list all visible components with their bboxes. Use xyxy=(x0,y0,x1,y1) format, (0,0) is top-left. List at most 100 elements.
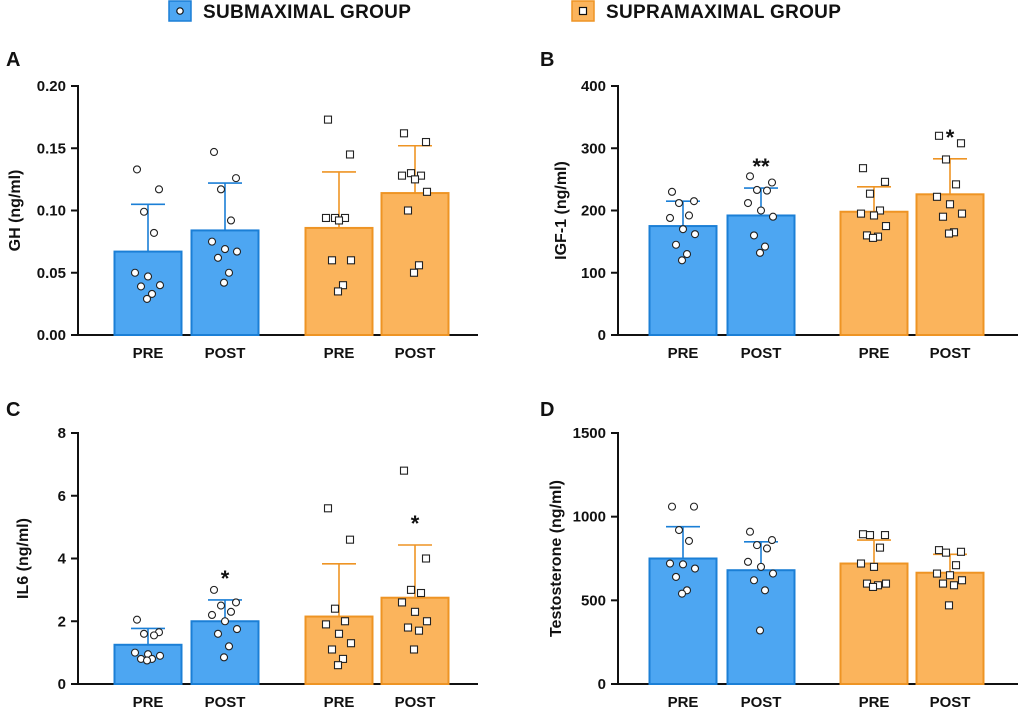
data-point-square xyxy=(421,554,431,563)
data-point-circle xyxy=(755,626,765,635)
data-point-circle xyxy=(142,656,152,665)
data-point-circle xyxy=(136,282,146,291)
data-point-circle xyxy=(665,559,675,568)
data-point-circle xyxy=(216,601,226,610)
data-point-square xyxy=(868,233,878,242)
legend-square-marker-icon xyxy=(578,6,588,16)
data-point-square xyxy=(334,216,344,225)
legend-circle-marker-icon xyxy=(176,7,184,15)
data-point-circle xyxy=(671,240,681,249)
data-point-circle xyxy=(756,206,766,215)
y-tick-label: 0.15 xyxy=(37,140,66,157)
data-point-circle xyxy=(745,172,755,181)
y-tick-label: 0 xyxy=(58,676,66,693)
data-point-circle xyxy=(762,544,772,553)
data-point-circle xyxy=(768,569,778,578)
data-point-circle xyxy=(665,213,675,223)
data-point-square xyxy=(941,155,951,164)
data-point-circle xyxy=(143,272,153,281)
x-category-label: PRE xyxy=(324,694,355,707)
data-point-square xyxy=(875,543,885,552)
data-point-circle xyxy=(155,651,165,660)
data-point-circle xyxy=(209,147,219,157)
data-point-circle xyxy=(154,185,164,194)
data-point-square xyxy=(409,645,419,654)
data-point-circle xyxy=(142,294,152,303)
data-point-circle xyxy=(213,253,223,262)
y-tick-label: 2 xyxy=(58,613,66,630)
data-point-square xyxy=(869,562,879,571)
data-point-circle xyxy=(224,642,234,651)
data-point-circle xyxy=(677,256,687,265)
data-point-square xyxy=(421,137,431,147)
data-point-circle xyxy=(690,230,700,239)
data-point-circle xyxy=(671,572,681,581)
data-point-circle xyxy=(762,186,772,195)
data-point-square xyxy=(346,639,356,648)
y-tick-label: 200 xyxy=(581,203,606,220)
data-point-square xyxy=(399,466,409,475)
data-point-square xyxy=(956,547,966,556)
panel-d: D Testosterone (ng/ml) 0 500 1000 1500 PRE POST… xyxy=(540,399,1018,707)
data-point-circle xyxy=(216,185,226,194)
submaximal-bar-pre xyxy=(648,225,718,336)
data-point-square xyxy=(346,256,356,265)
data-point-circle xyxy=(132,615,142,624)
data-point-square xyxy=(932,569,942,578)
x-category-label: POST xyxy=(930,345,971,362)
x-category-label: PRE xyxy=(324,345,355,362)
data-point-circle xyxy=(132,165,142,174)
data-point-square xyxy=(321,620,331,629)
data-point-square xyxy=(956,139,966,148)
data-point-circle xyxy=(149,228,159,237)
data-point-square xyxy=(323,115,333,124)
data-point-square xyxy=(323,504,333,513)
legend-label-submaximal: SUBMAXIMAL GROUP xyxy=(203,2,411,23)
data-point-circle xyxy=(667,187,677,196)
data-point-square xyxy=(409,268,419,277)
y-tick-label: 6 xyxy=(58,488,66,505)
data-point-square xyxy=(397,598,407,607)
x-category-label: PRE xyxy=(859,345,890,362)
data-point-circle xyxy=(756,562,766,571)
data-point-square xyxy=(345,535,355,544)
data-point-square xyxy=(957,209,967,218)
data-point-circle xyxy=(149,631,159,640)
x-category-label: PRE xyxy=(859,694,890,707)
data-point-square xyxy=(949,581,959,590)
data-point-circle xyxy=(207,237,217,246)
data-point-circle xyxy=(667,502,677,511)
panel-letter: C xyxy=(6,399,20,421)
submaximal-bar-post xyxy=(726,214,796,336)
data-point-square xyxy=(333,287,343,296)
data-point-square xyxy=(410,175,420,184)
data-point-square xyxy=(880,531,890,540)
y-tick-label: 1500 xyxy=(573,425,606,442)
data-point-square xyxy=(340,617,350,626)
data-point-square xyxy=(932,192,942,201)
data-point-square xyxy=(422,617,432,626)
data-point-circle xyxy=(231,598,241,607)
data-point-circle xyxy=(767,178,777,187)
x-category-label: POST xyxy=(741,345,782,362)
data-point-square xyxy=(414,626,424,635)
x-category-label: PRE xyxy=(668,694,699,707)
y-tick-label: 0.00 xyxy=(37,327,66,344)
data-point-square xyxy=(951,561,961,570)
data-point-square xyxy=(327,256,337,265)
x-category-label: POST xyxy=(395,694,436,707)
y-axis-title: Testosterone (ng/ml) xyxy=(548,480,565,637)
data-point-square xyxy=(416,588,426,598)
data-point-circle xyxy=(745,527,755,536)
data-point-circle xyxy=(220,245,230,254)
data-point-square xyxy=(865,189,875,198)
data-point-circle xyxy=(682,250,692,259)
y-tick-label: 0.10 xyxy=(37,203,66,220)
data-point-square xyxy=(338,654,348,663)
data-point-square xyxy=(945,200,955,209)
data-point-circle xyxy=(768,212,778,221)
data-point-square xyxy=(403,623,413,632)
y-tick-label: 0 xyxy=(598,327,606,344)
data-point-square xyxy=(422,187,432,196)
